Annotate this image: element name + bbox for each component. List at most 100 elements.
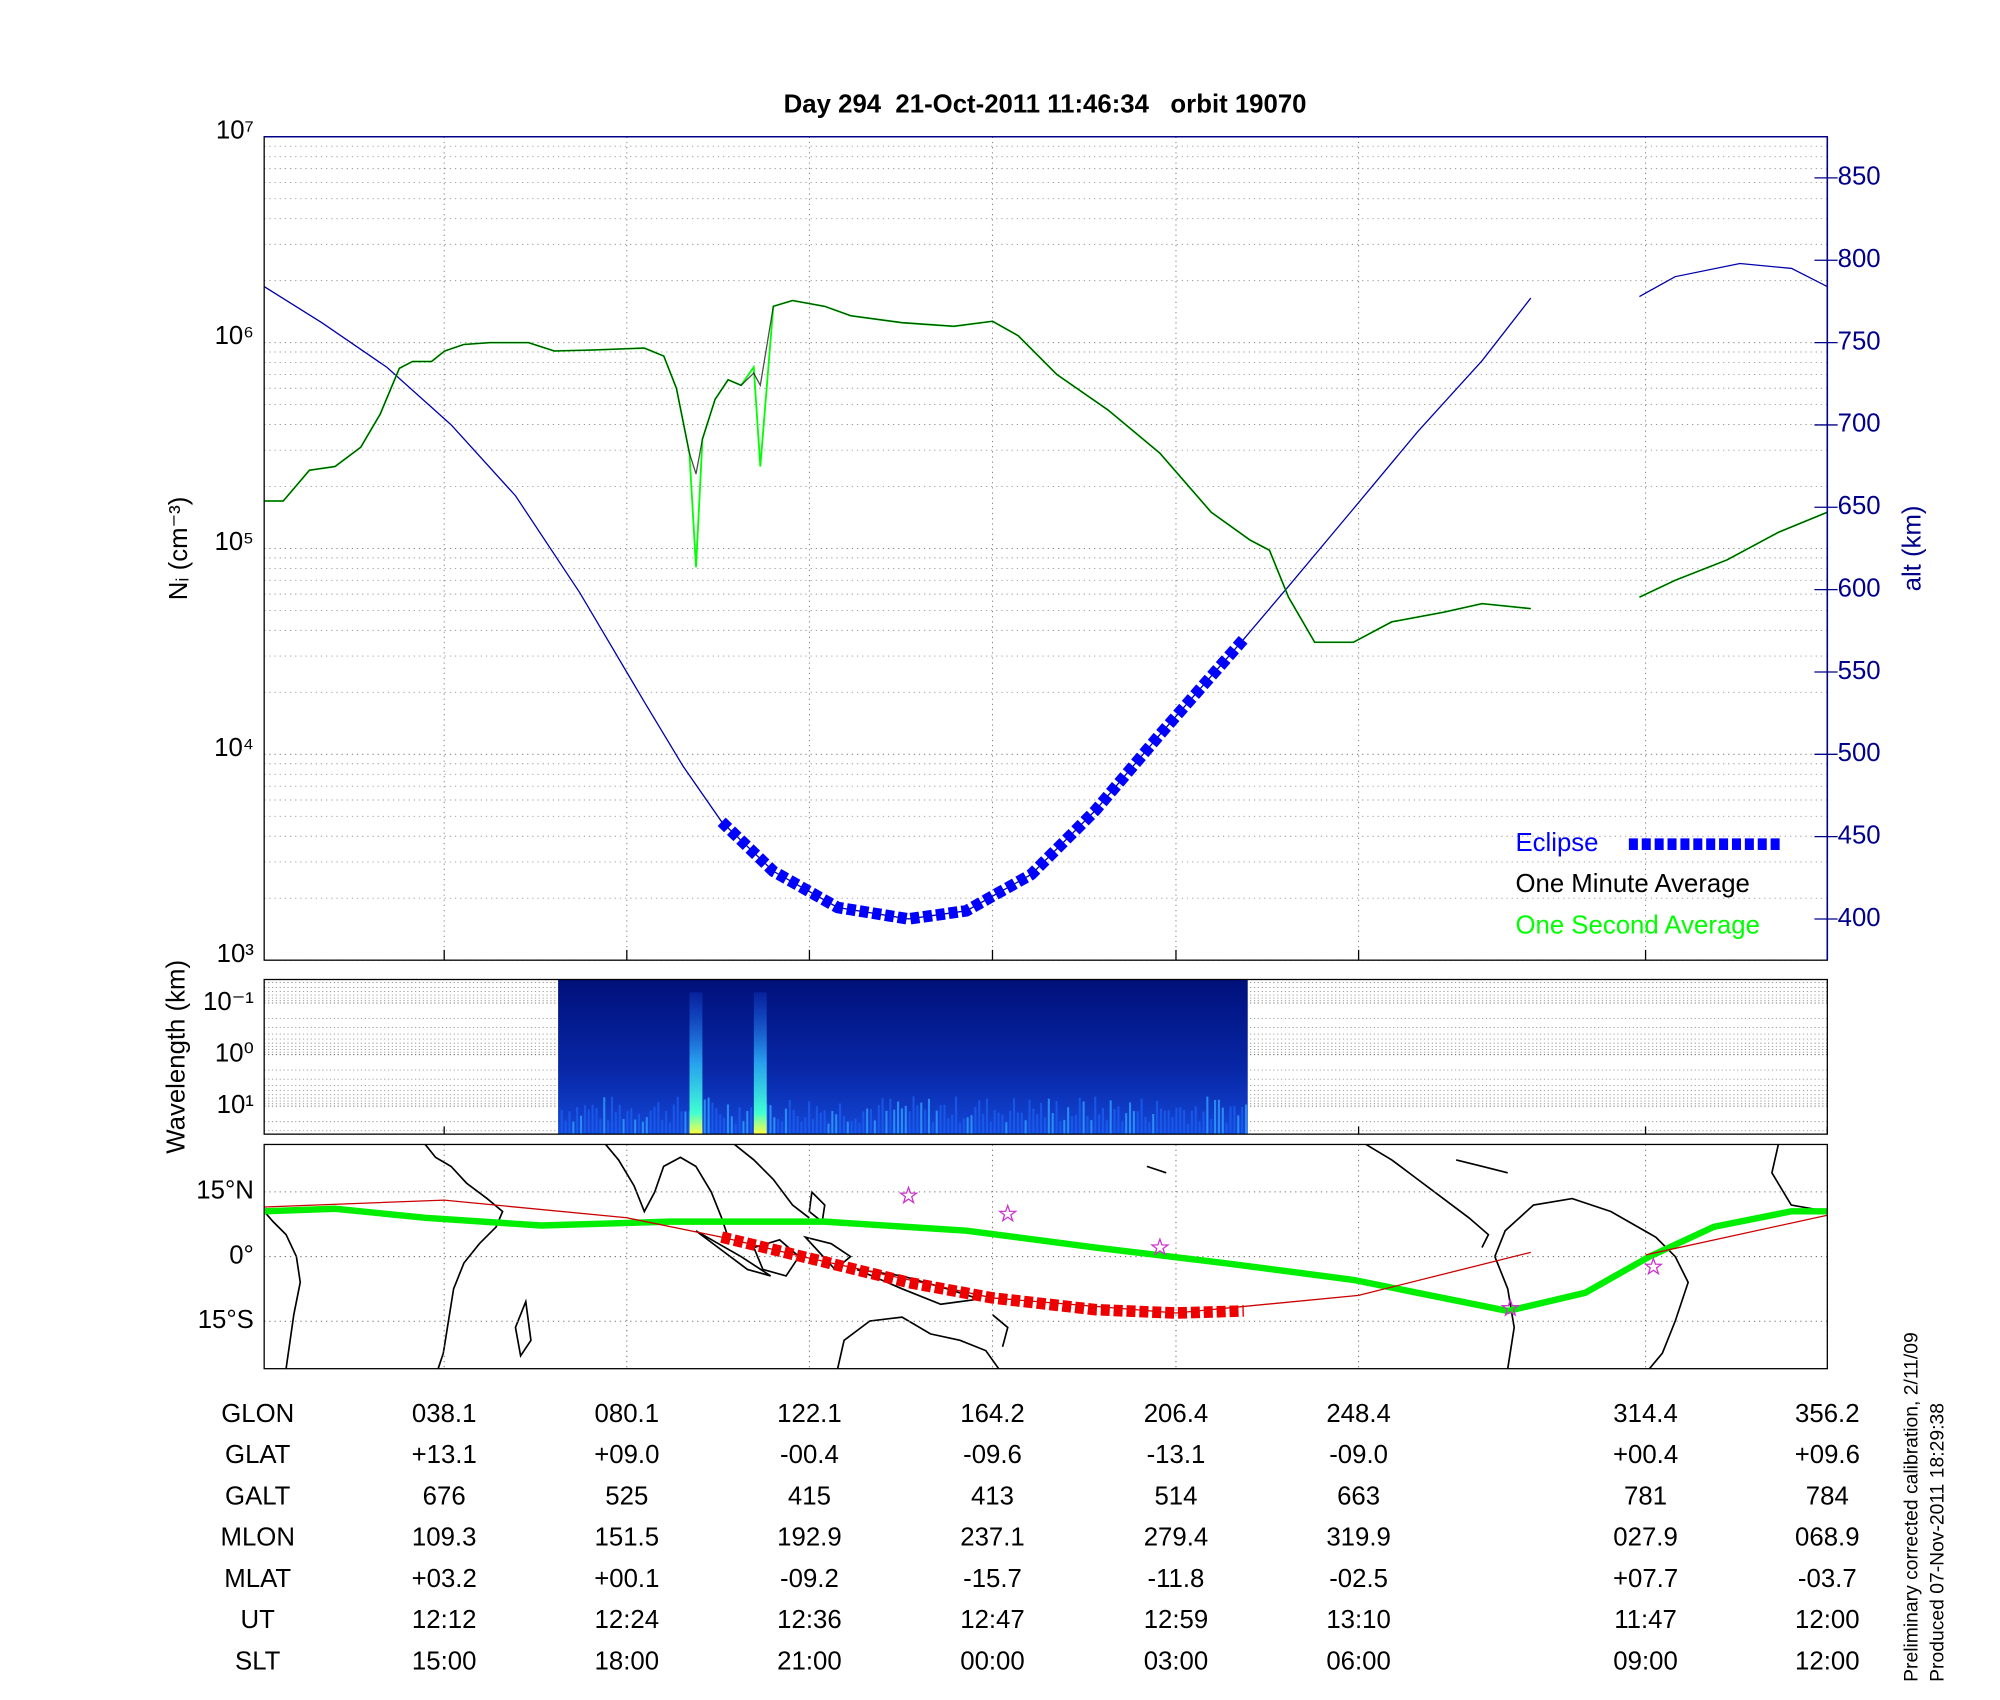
spectrogram-texture: [900, 1108, 903, 1135]
spectrogram-texture: [1117, 1106, 1120, 1135]
spectrogram-texture: [1225, 1123, 1228, 1135]
table-cell: 413: [971, 1482, 1014, 1510]
spectrogram-texture: [869, 1108, 873, 1135]
legend-label: Eclipse: [1515, 829, 1598, 857]
spectrogram-texture: [1221, 1107, 1224, 1135]
spectrogram-texture: [580, 1115, 583, 1135]
spectrogram-texture: [688, 1111, 691, 1135]
spectrogram-texture: [916, 1105, 919, 1135]
spectrogram-texture: [939, 1105, 942, 1135]
spectrogram-texture: [978, 1100, 981, 1135]
coastlines: [264, 1144, 1828, 1369]
spectrogram-texture: [784, 1108, 787, 1135]
spectrogram-texture: [715, 1108, 718, 1135]
spectrogram-texture: [684, 1111, 687, 1135]
spectrogram-texture: [734, 1123, 737, 1135]
series-line: [264, 299, 1828, 643]
spectrogram-texture: [873, 1120, 876, 1135]
spectrogram-texture: [931, 1122, 934, 1135]
spectrogram-texture: [1109, 1100, 1112, 1135]
table-cell: 319.9: [1326, 1524, 1390, 1552]
spectrogram-texture: [583, 1105, 586, 1135]
table-cell: +07.7: [1613, 1565, 1678, 1593]
spectrogram-texture: [827, 1123, 830, 1135]
spectrogram-texture: [1128, 1102, 1132, 1135]
spectrogram-texture: [750, 1107, 753, 1135]
table-cell: +00.4: [1613, 1441, 1678, 1469]
table-cell: 109.3: [412, 1524, 476, 1552]
y-axis-label: Nᵢ (cm⁻³): [165, 497, 193, 601]
spectrogram-texture: [1043, 1117, 1046, 1135]
spectrogram-texture: [707, 1097, 710, 1135]
spectrogram-texture: [1125, 1113, 1128, 1135]
spectrogram-texture: [653, 1106, 656, 1135]
spectrogram-texture: [846, 1121, 849, 1135]
spectrogram-texture: [1113, 1108, 1116, 1135]
spectrogram-texture: [1233, 1105, 1236, 1135]
spectrogram-texture: [993, 1110, 996, 1135]
star-marker: [1643, 1256, 1664, 1276]
table-cell: 122.1: [777, 1400, 841, 1428]
spectrogram-texture: [897, 1101, 900, 1135]
table-cell: 781: [1624, 1482, 1667, 1510]
spectrogram-burst: [689, 992, 703, 1135]
star-marker: [898, 1185, 919, 1205]
spectrogram-texture: [1179, 1107, 1182, 1135]
row-label: MLAT: [224, 1565, 291, 1593]
spectrogram-texture: [1094, 1096, 1097, 1135]
spectrogram-texture: [665, 1111, 668, 1135]
spectrogram-texture: [935, 1110, 938, 1135]
spectrogram-texture: [626, 1111, 629, 1135]
table-cell: 18:00: [595, 1647, 659, 1675]
y2-axis-label: alt (km): [1898, 506, 1926, 592]
spectrogram-texture: [1009, 1110, 1012, 1135]
spectrogram-texture: [1090, 1120, 1093, 1135]
spectrogram-texture: [800, 1122, 803, 1135]
spectrogram-texture: [982, 1114, 985, 1135]
spectrogram-texture: [1047, 1098, 1050, 1135]
table-cell: 038.1: [412, 1400, 476, 1428]
spectrogram-texture: [622, 1119, 625, 1135]
spectrogram-texture: [1051, 1113, 1054, 1135]
spectrogram-texture: [842, 1116, 845, 1135]
spectrogram-texture: [951, 1114, 954, 1135]
table-cell: +00.1: [594, 1565, 659, 1593]
spectrogram-texture: [974, 1106, 977, 1135]
spectrogram-texture: [746, 1110, 749, 1135]
spectrogram-texture: [1086, 1116, 1089, 1135]
spectrogram-texture: [738, 1107, 741, 1135]
row-label: GLAT: [225, 1441, 291, 1469]
spectrogram-texture: [1194, 1106, 1197, 1135]
table-cell: 12:00: [1795, 1647, 1859, 1675]
table-cell: 314.4: [1613, 1400, 1677, 1428]
spectrogram-texture: [1101, 1108, 1104, 1135]
spectrogram-texture: [1121, 1121, 1124, 1135]
table-cell: 12:59: [1144, 1606, 1208, 1634]
spectrogram-texture: [943, 1104, 946, 1135]
spectrogram-texture: [610, 1096, 614, 1135]
map-lines: [264, 1185, 1828, 1319]
legend-label: One Second Average: [1515, 911, 1759, 939]
spectrogram-texture: [893, 1109, 896, 1135]
table-cell: 12:36: [777, 1606, 841, 1634]
spectrogram-texture: [985, 1098, 989, 1135]
spectrogram-texture: [788, 1099, 791, 1135]
spectrogram-texture: [927, 1098, 931, 1135]
spectrogram-texture: [1032, 1108, 1035, 1135]
spectrogram-texture: [614, 1111, 617, 1135]
spectrogram-texture: [1217, 1099, 1220, 1135]
table-cell: 12:12: [412, 1606, 476, 1634]
spectrogram-texture: [970, 1115, 973, 1135]
spectrogram-texture: [858, 1123, 861, 1135]
spectrogram-texture: [1105, 1120, 1108, 1135]
spectrogram-texture: [811, 1119, 815, 1135]
spectrogram-texture: [603, 1097, 606, 1135]
spectrogram-texture: [1206, 1096, 1209, 1135]
table-cell: 784: [1806, 1482, 1849, 1510]
table-cell: 09:00: [1613, 1647, 1677, 1675]
table-cell: -09.6: [963, 1441, 1022, 1469]
y-tick-label: 0°: [229, 1241, 254, 1269]
row-label: SLT: [235, 1647, 281, 1675]
legend-label: One Minute Average: [1515, 870, 1749, 898]
